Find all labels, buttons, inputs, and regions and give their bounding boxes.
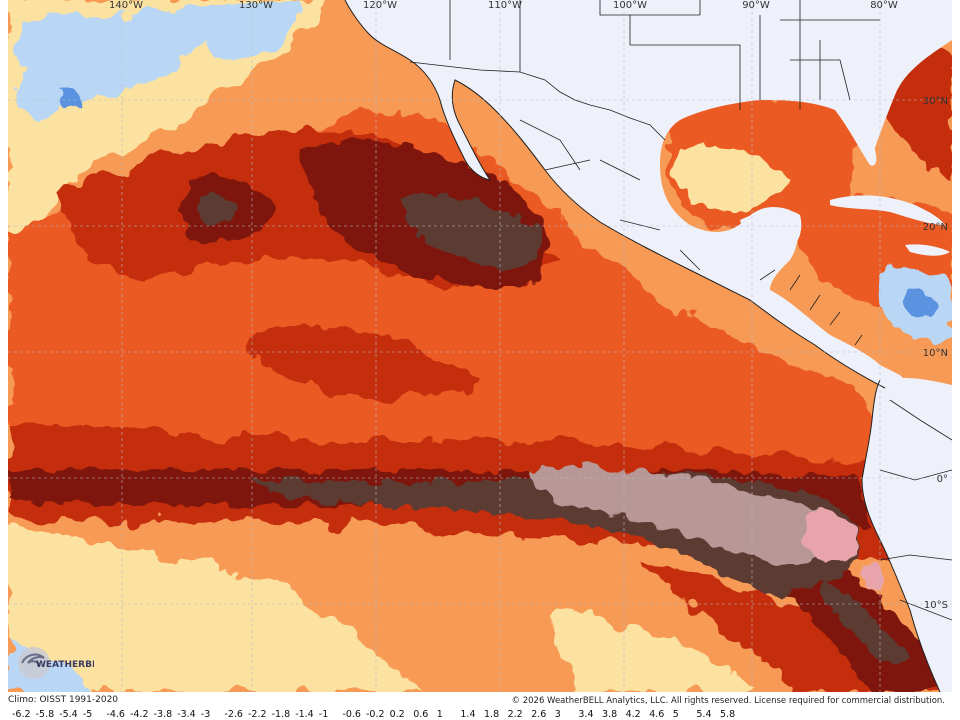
scale-tick-label: 5.8 xyxy=(720,709,736,720)
lat-label-10n: 10°N xyxy=(923,348,948,359)
lon-label-110w: 110°W xyxy=(488,0,522,11)
scale-tick-label: 1.4 xyxy=(460,709,476,720)
scale-tick-label: 4.2 xyxy=(625,709,641,720)
southern-neutral-region xyxy=(8,530,420,692)
scale-tick-label: 3.4 xyxy=(578,709,594,720)
scale-tick-label: -0.2 xyxy=(366,709,385,720)
west-extreme-patch xyxy=(200,193,235,225)
scale-tick-label: -1.8 xyxy=(271,709,291,720)
central-america-lines xyxy=(759,269,863,346)
scale-tick-label: -1.4 xyxy=(295,709,314,720)
south-america-land xyxy=(862,377,952,692)
lat-label-10s: 10°S xyxy=(924,600,948,611)
scale-tick-label: 0.6 xyxy=(413,709,429,720)
scale-tick-label: -0.6 xyxy=(342,709,361,720)
scale-tick-label: -3.4 xyxy=(177,709,196,720)
climatology-caption: Climo: OISST 1991-2020 xyxy=(8,695,119,705)
northwest-very-cool-spot xyxy=(55,89,81,107)
scale-tick-label: -5.8 xyxy=(35,709,55,720)
lon-label-130w: 130°W xyxy=(239,0,273,11)
south-america-lines xyxy=(879,399,952,621)
color-scale-labels: -6.2 -5.8 -5.4 -5 -4.6 -4.2 -3.8 -3.4 -3 -2.6 -2.2… xyxy=(0,709,960,720)
galapagos-pink-peak xyxy=(805,509,859,563)
lat-label-30n: 30°N xyxy=(923,96,948,107)
scale-tick-label: 1.8 xyxy=(484,709,500,720)
lon-label-120w: 120°W xyxy=(363,0,397,11)
copyright-credit: © 2026 WeatherBELL Analytics, LLC. All r… xyxy=(508,695,948,707)
lon-label-140w: 140°W xyxy=(109,0,143,11)
weatherbell-logo: WEATHERBELL xyxy=(18,647,94,679)
scale-tick-label: 3 xyxy=(554,709,561,720)
northwest-cool-anomaly xyxy=(20,10,208,114)
yucatan-land xyxy=(740,209,802,255)
caribbean-very-cool-spot xyxy=(905,289,938,319)
pacific-coastline xyxy=(344,0,886,389)
scale-tick-label: -3.8 xyxy=(153,709,173,720)
lat-label-0: 0° xyxy=(937,474,948,485)
lon-label-90w: 90°W xyxy=(742,0,770,11)
scale-tick-label: 1 xyxy=(436,709,443,720)
hispaniola-land xyxy=(905,244,950,256)
scale-tick-label: 5 xyxy=(672,709,679,720)
scale-tick-label: -4.2 xyxy=(130,709,149,720)
northwest-cool-anomaly-2 xyxy=(200,0,302,60)
florida-land xyxy=(848,100,877,166)
scale-tick-label: 2.6 xyxy=(531,709,547,720)
coastlines xyxy=(344,0,941,692)
scale-tick-label: -2.6 xyxy=(224,709,243,720)
scale-tick-label: -3 xyxy=(200,709,211,720)
scale-tick-label: -2.2 xyxy=(248,709,267,720)
logo-text: WEATHERBELL xyxy=(36,660,94,670)
us-state-lines xyxy=(449,0,880,110)
south-central-neutral xyxy=(551,600,760,692)
south-america-coastline xyxy=(861,379,941,692)
longitude-labels: 140°W 130°W 120°W 110°W 100°W 90°W 80°W xyxy=(109,0,898,11)
cold-tongue-pale-patch xyxy=(530,465,840,564)
cuba-land xyxy=(830,195,945,225)
lon-label-80w: 80°W xyxy=(870,0,898,11)
scale-tick-label: 2.2 xyxy=(507,709,523,720)
peru-extreme-strip xyxy=(820,580,910,663)
scale-tick-label: 5.4 xyxy=(696,709,712,720)
scale-tick-label: -4.6 xyxy=(106,709,125,720)
mexico-state-lines xyxy=(519,119,701,271)
peru-pink-patch xyxy=(864,565,885,593)
scale-tick-label: -6.2 xyxy=(12,709,31,720)
scale-tick-label: 4.6 xyxy=(649,709,665,720)
scale-tick-label: -5 xyxy=(82,709,93,720)
scale-tick-label: 0.2 xyxy=(389,709,405,720)
baja-extreme-patch xyxy=(400,196,542,271)
scale-tick-label: 3.8 xyxy=(602,709,618,720)
latitude-labels: 30°N 20°N 10°N 0° 10°S xyxy=(923,96,948,611)
lon-label-100w: 100°W xyxy=(613,0,647,11)
central-hot-patch xyxy=(249,323,480,399)
scale-tick-label: -5.4 xyxy=(59,709,78,720)
graticule xyxy=(8,0,952,692)
gulf-neutral-patch xyxy=(675,146,790,211)
lat-label-20n: 20°N xyxy=(923,222,948,233)
scale-tick-label: -1 xyxy=(318,709,329,720)
